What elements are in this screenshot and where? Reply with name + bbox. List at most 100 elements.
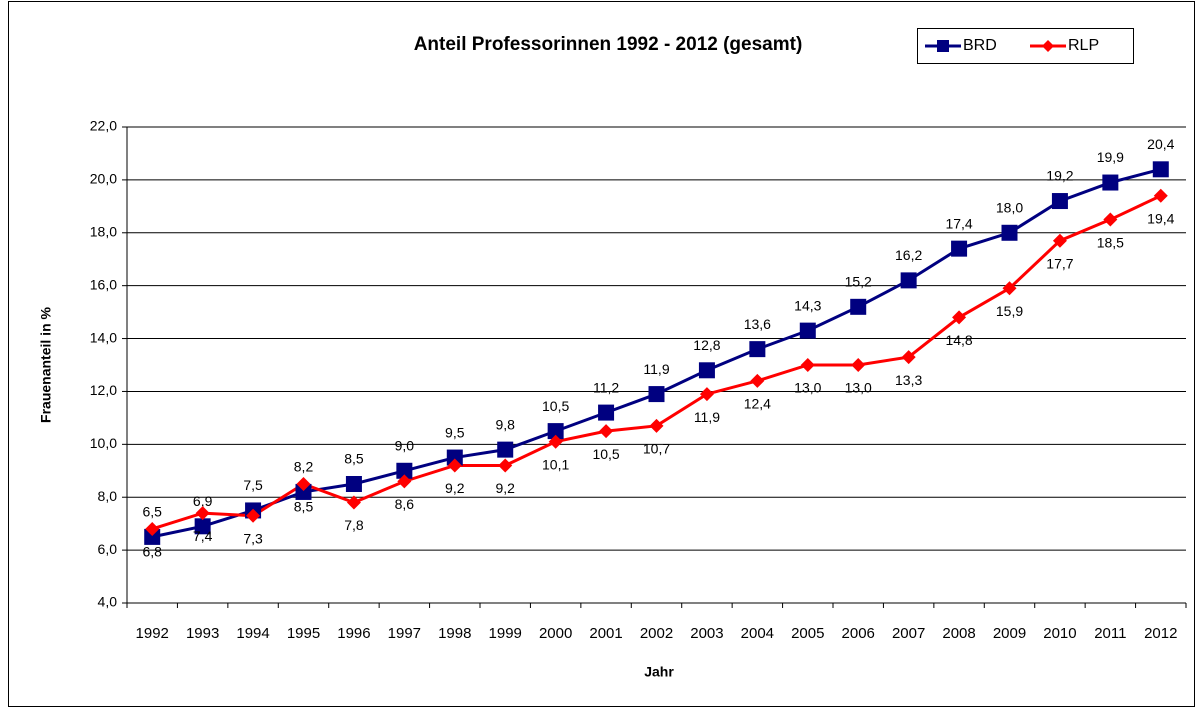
x-tick-label: 2011 bbox=[1094, 625, 1126, 642]
x-tick-label: 2010 bbox=[1043, 625, 1076, 642]
marker bbox=[296, 477, 311, 491]
y-tick-label: 20,0 bbox=[90, 171, 117, 187]
marker bbox=[799, 322, 816, 339]
x-tick-label: 1999 bbox=[489, 625, 522, 642]
marker bbox=[396, 462, 413, 479]
data-label: 6,5 bbox=[142, 504, 162, 520]
marker bbox=[547, 423, 564, 440]
data-label: 9,0 bbox=[395, 437, 415, 453]
marker bbox=[649, 418, 664, 433]
marker bbox=[1153, 188, 1168, 203]
marker bbox=[1052, 233, 1067, 248]
data-label: 8,5 bbox=[344, 451, 364, 467]
data-label: 12,8 bbox=[693, 337, 720, 353]
data-label: 12,4 bbox=[744, 396, 771, 412]
data-label: 7,3 bbox=[243, 530, 263, 546]
x-tick-label: 2008 bbox=[942, 625, 975, 642]
data-label: 16,2 bbox=[895, 247, 922, 263]
marker bbox=[800, 358, 815, 372]
marker bbox=[144, 528, 161, 545]
data-label: 19,2 bbox=[1046, 168, 1073, 184]
marker bbox=[951, 240, 968, 257]
data-label: 13,0 bbox=[845, 380, 872, 396]
x-tick-label: 1992 bbox=[136, 625, 169, 642]
data-label: 10,1 bbox=[542, 456, 569, 472]
marker bbox=[599, 424, 614, 439]
data-label: 14,8 bbox=[945, 332, 972, 348]
data-label: 10,7 bbox=[643, 441, 670, 457]
y-tick-label: 16,0 bbox=[90, 276, 117, 292]
x-tick-label: 1993 bbox=[186, 625, 219, 642]
x-tick-label: 1995 bbox=[287, 625, 320, 642]
x-tick-label: 2002 bbox=[640, 625, 673, 642]
y-tick-label: 4,0 bbox=[98, 594, 118, 610]
marker bbox=[346, 495, 361, 510]
data-label: 20,4 bbox=[1147, 136, 1174, 152]
x-tick-label: 2006 bbox=[842, 625, 875, 642]
data-label: 8,6 bbox=[395, 496, 415, 512]
x-tick-label: 2000 bbox=[539, 625, 572, 642]
marker bbox=[1051, 193, 1068, 210]
marker bbox=[850, 298, 867, 315]
y-tick-label: 10,0 bbox=[90, 435, 117, 451]
marker bbox=[145, 521, 160, 536]
marker bbox=[749, 341, 766, 358]
marker bbox=[1102, 174, 1119, 191]
marker bbox=[345, 476, 362, 492]
data-label: 18,5 bbox=[1097, 234, 1124, 250]
marker bbox=[1103, 212, 1118, 227]
marker bbox=[952, 310, 967, 325]
data-label: 13,3 bbox=[895, 372, 922, 388]
x-tick-label: 1997 bbox=[388, 625, 421, 642]
marker bbox=[497, 441, 514, 458]
legend-label: BRD bbox=[963, 37, 997, 54]
data-label: 11,2 bbox=[593, 379, 619, 395]
data-label: 8,2 bbox=[294, 459, 314, 475]
marker bbox=[1001, 224, 1018, 241]
marker bbox=[698, 362, 715, 379]
marker bbox=[598, 404, 615, 421]
marker bbox=[195, 506, 210, 521]
x-tick-label: 2012 bbox=[1144, 625, 1177, 642]
data-label: 11,9 bbox=[643, 361, 669, 377]
marker bbox=[397, 474, 412, 489]
chart-title: Anteil Professorinnen 1992 - 2012 (gesam… bbox=[414, 34, 803, 55]
data-label: 9,8 bbox=[495, 416, 515, 432]
data-label: 9,2 bbox=[445, 480, 465, 496]
legend-marker bbox=[1042, 40, 1054, 52]
x-tick-label: 1994 bbox=[236, 625, 269, 642]
data-label: 14,3 bbox=[794, 297, 821, 313]
marker bbox=[498, 458, 513, 473]
marker bbox=[548, 434, 563, 449]
data-label: 15,2 bbox=[845, 274, 872, 290]
x-tick-label: 2005 bbox=[791, 625, 824, 642]
y-tick-label: 8,0 bbox=[98, 488, 118, 504]
data-label: 15,9 bbox=[996, 303, 1023, 319]
marker bbox=[851, 358, 866, 372]
data-label: 7,4 bbox=[193, 528, 213, 544]
data-label: 8,5 bbox=[294, 499, 314, 515]
x-tick-label: 2009 bbox=[993, 625, 1026, 642]
data-label: 11,9 bbox=[694, 409, 720, 425]
x-tick-label: 2007 bbox=[892, 625, 925, 642]
y-tick-label: 22,0 bbox=[90, 118, 117, 134]
data-label: 18,0 bbox=[996, 199, 1023, 215]
data-label: 6,9 bbox=[193, 493, 213, 509]
data-label: 9,5 bbox=[445, 424, 465, 440]
x-tick-label: 1998 bbox=[438, 625, 471, 642]
data-label: 9,2 bbox=[495, 480, 515, 496]
x-axis-label: Jahr bbox=[644, 664, 674, 680]
data-label: 19,9 bbox=[1097, 149, 1124, 165]
marker bbox=[194, 518, 211, 535]
legend-label: RLP bbox=[1068, 37, 1099, 54]
data-label: 6,8 bbox=[142, 544, 162, 560]
y-tick-label: 6,0 bbox=[98, 541, 118, 557]
marker bbox=[1002, 281, 1017, 296]
marker bbox=[750, 373, 765, 388]
data-label: 7,5 bbox=[243, 477, 263, 493]
marker bbox=[901, 350, 916, 365]
data-label: 13,6 bbox=[744, 316, 771, 332]
y-tick-label: 14,0 bbox=[90, 329, 117, 345]
marker bbox=[699, 387, 714, 402]
